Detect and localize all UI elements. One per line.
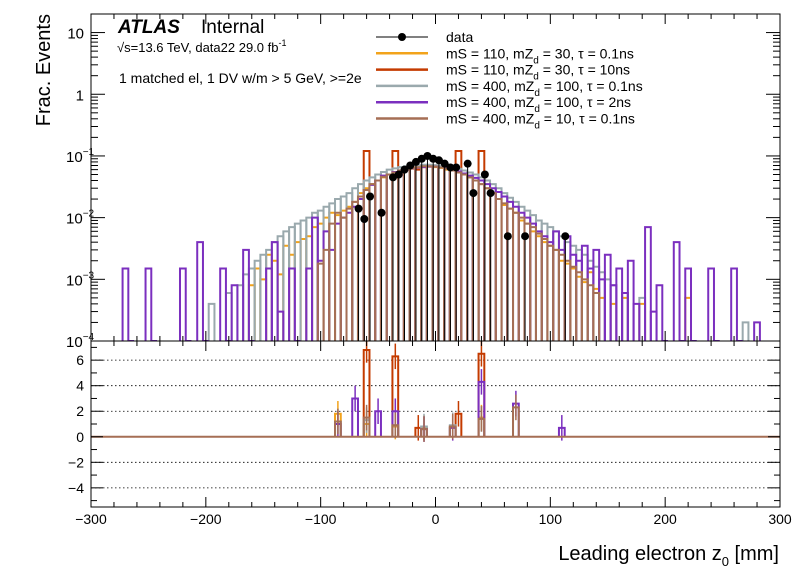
- legend-label: data: [446, 29, 473, 45]
- x-tick-label: −200: [190, 511, 222, 527]
- data-point: [452, 163, 461, 172]
- histogram-bin: [684, 267, 693, 341]
- series-s5-ratio: [334, 394, 520, 442]
- data-point: [406, 161, 415, 170]
- y-tick-label: 10−1: [66, 147, 95, 166]
- legend-label: mS = 400, mZd = 100, τ = 0.1ns: [446, 78, 643, 99]
- histogram-bin: [270, 241, 279, 341]
- ratio-y-tick-label: 4: [76, 378, 84, 394]
- ratio-axes: −300 −200 −100 0 100 200 300 −4 −2 0 2 4 6: [68, 340, 792, 527]
- ratio-y-tick-label: 6: [76, 352, 84, 368]
- x-tick-label: 0: [432, 511, 440, 527]
- histogram-bin: [741, 321, 750, 341]
- main-frame-border: [90, 13, 781, 342]
- legend-entry-s1: mS = 110, mZd = 30, τ = 0.1ns: [376, 45, 634, 66]
- main-axes: 10 1 10−1 10−2 10−3 10−4: [66, 13, 781, 351]
- main-series-layer: [121, 150, 761, 341]
- ratio-y-tick-label: −2: [68, 454, 84, 470]
- selection-label: 1 matched el, 1 DV w/m > 5 GeV, >=2e: [119, 70, 362, 86]
- legend-label: mS = 400, mZd = 10, τ = 0.1ns: [446, 111, 635, 132]
- atlas-label-bold: ATLAS: [117, 17, 180, 38]
- data-point: [354, 204, 363, 213]
- x-tick-label: 300: [768, 511, 792, 527]
- data-point: [521, 232, 530, 241]
- data-point: [400, 165, 409, 174]
- data-point: [366, 192, 375, 201]
- data-point: [503, 232, 512, 241]
- legend-label: mS = 110, mZd = 30, τ = 10ns: [446, 62, 630, 83]
- histogram-bin: [219, 267, 227, 341]
- histogram-bin: [276, 310, 285, 341]
- histogram-bin: [288, 267, 296, 341]
- x-axis-title: Leading electron z0 [mm]: [558, 543, 779, 569]
- data-point: [561, 232, 570, 241]
- legend-entry-s2: mS = 110, mZd = 30, τ = 10ns: [376, 62, 630, 83]
- histogram-bin: [655, 284, 664, 341]
- ratio-frame-border: [90, 340, 781, 508]
- y-tick-label: 10−2: [66, 209, 95, 228]
- data-point: [469, 189, 478, 198]
- histogram-bin: [230, 284, 239, 341]
- ratio-series-layer: [91, 341, 780, 442]
- ratio-y-tick-label: −4: [68, 480, 84, 496]
- legend-label: mS = 400, mZd = 100, τ = 2ns: [446, 94, 631, 115]
- y-tick-label: 10: [67, 26, 84, 43]
- y-tick-label: 10−4: [66, 332, 95, 351]
- data-point: [377, 208, 386, 217]
- atlas-label: ATLAS Internal: [117, 17, 264, 38]
- histogram-bin: [672, 241, 681, 341]
- data-point: [440, 159, 449, 168]
- histogram-bin: [707, 267, 715, 341]
- histogram-bin: [644, 226, 652, 341]
- histogram-bin: [144, 267, 153, 341]
- histogram-bin: [242, 248, 250, 341]
- x-tick-label: 100: [539, 511, 563, 527]
- histogram-bin: [730, 267, 738, 341]
- histogram-bin: [207, 302, 216, 341]
- main-panel: 10 1 10−1 10−2 10−3 10−4: [66, 13, 781, 351]
- y-axis-title: Frac. Events: [33, 14, 55, 126]
- ratio-y-tick-label: 2: [76, 403, 84, 419]
- histogram-bin: [178, 267, 187, 341]
- data-point: [360, 215, 369, 224]
- data-point: [486, 189, 495, 198]
- data-point: [446, 163, 455, 172]
- histogram-bin: [753, 321, 761, 341]
- histogram-bin: [121, 267, 130, 341]
- data-point: [463, 159, 472, 168]
- histogram-bin: [592, 291, 601, 341]
- ratio-panel: −300 −200 −100 0 100 200 300 −4 −2 0 2 4 6: [68, 340, 792, 527]
- data-points-layer: [354, 151, 570, 341]
- legend-label: mS = 110, mZd = 30, τ = 0.1ns: [446, 45, 634, 66]
- data-point: [394, 170, 403, 179]
- legend-entry-data: data: [376, 29, 473, 45]
- legend-entry-s4: mS = 400, mZd = 100, τ = 2ns: [376, 94, 631, 115]
- x-tick-label: −300: [75, 511, 107, 527]
- y-tick-label: 1: [76, 87, 84, 104]
- y-tick-label: 10−3: [66, 270, 95, 289]
- legend-entry-s3: mS = 400, mZd = 100, τ = 0.1ns: [376, 78, 643, 99]
- series-s4-histogram: [121, 165, 761, 341]
- legend-entry-s5: mS = 400, mZd = 10, τ = 0.1ns: [376, 111, 635, 132]
- ratio-y-tick-label: 0: [76, 429, 84, 445]
- ratio-gridlines: [91, 359, 780, 489]
- x-tick-label: 200: [653, 511, 677, 527]
- histogram-bin: [632, 302, 641, 341]
- histogram-bin: [626, 259, 635, 341]
- main-frame: [90, 13, 781, 342]
- x-tick-label: −100: [305, 511, 337, 527]
- energy-luminosity-label: √s=13.6 TeV, data22 29.0 fb-1: [117, 38, 286, 55]
- histogram-bin: [196, 241, 204, 341]
- data-point: [480, 170, 489, 179]
- atlas-label-internal: Internal: [201, 17, 264, 38]
- legend-marker: [398, 33, 406, 41]
